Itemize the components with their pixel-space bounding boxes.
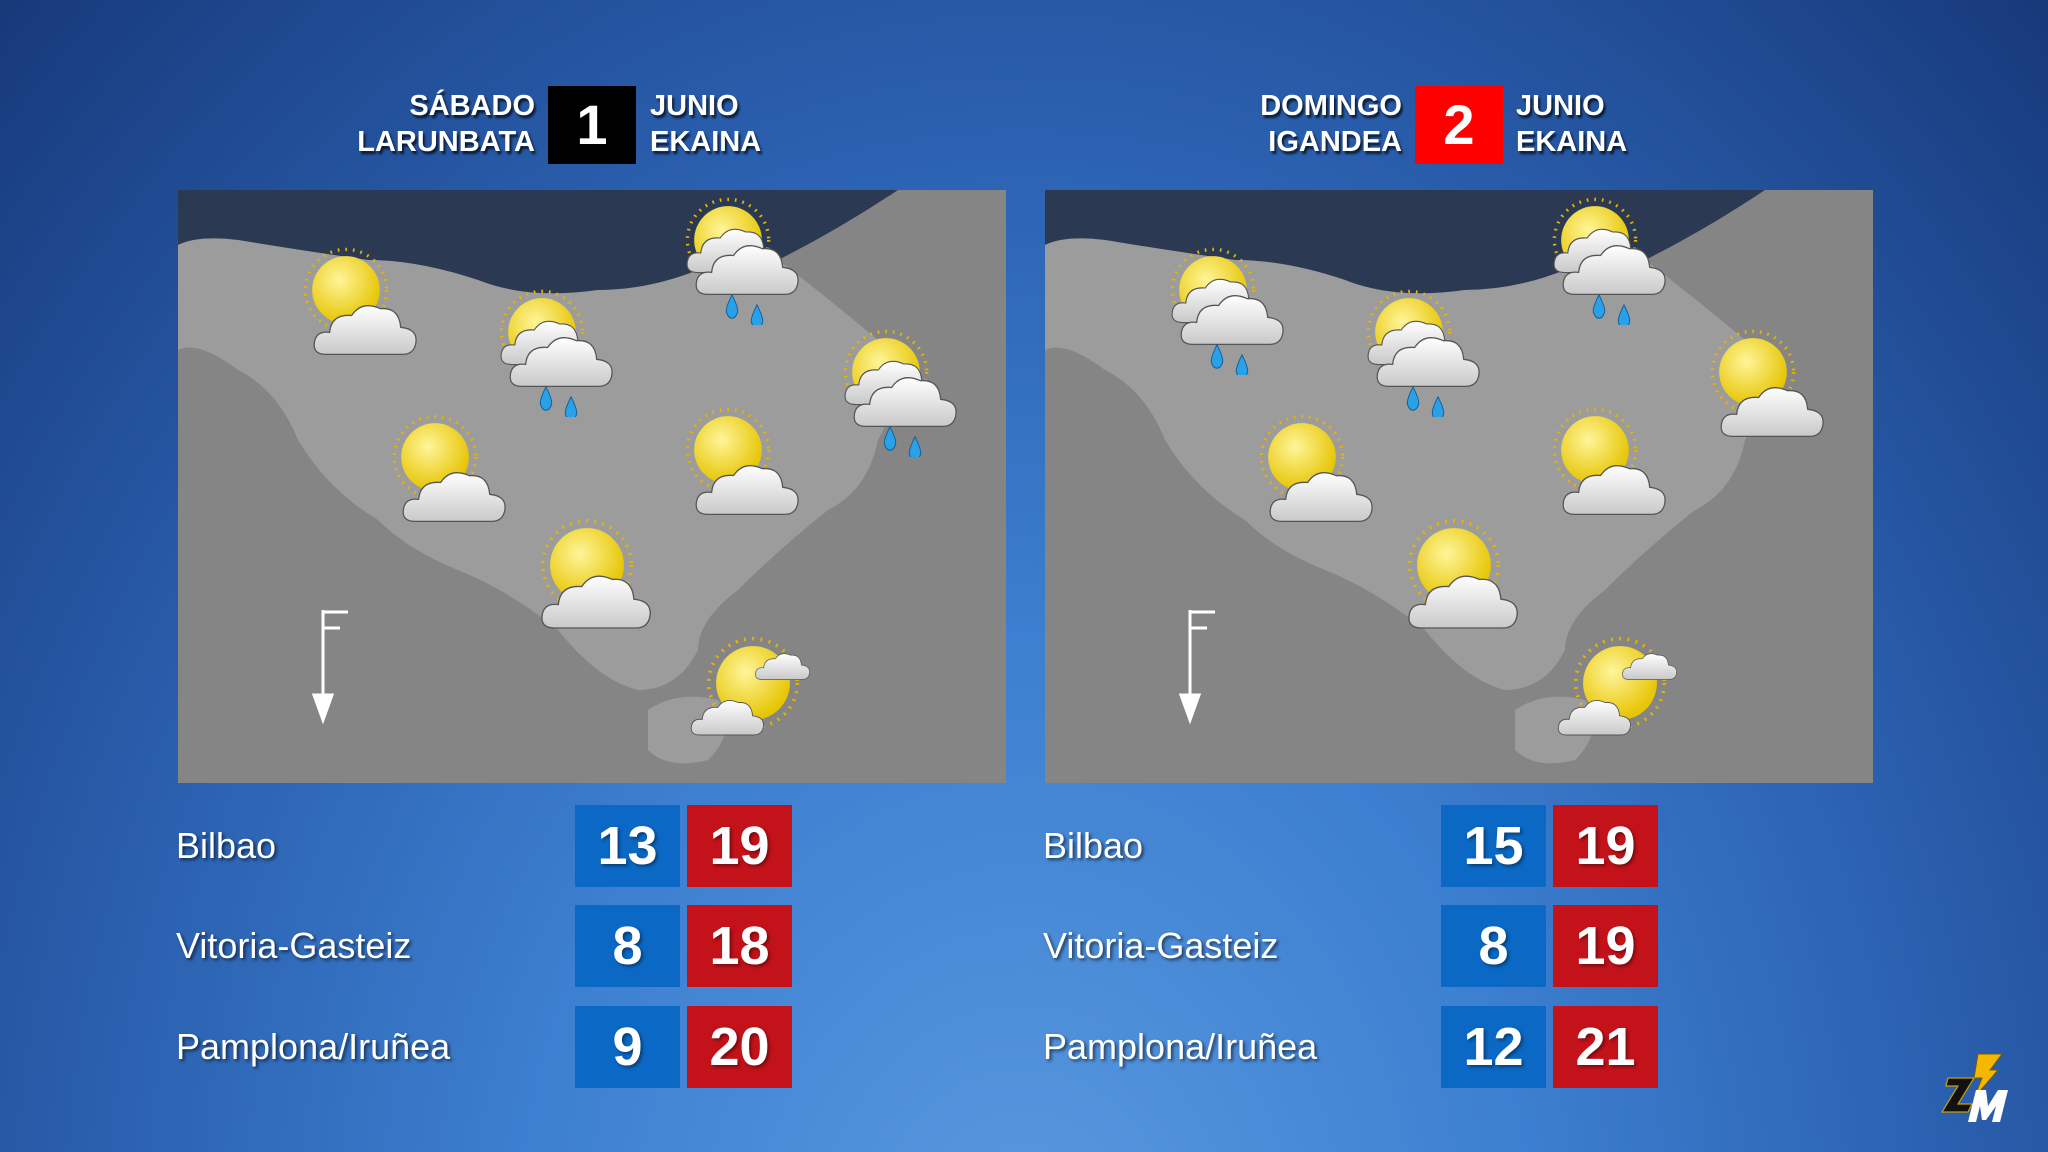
weather-icon-mostly-sunny [527,510,657,640]
city-name: Vitoria-Gasteiz [176,925,412,966]
city-name: Bilbao [1043,825,1144,866]
rain-icon [1170,247,1284,379]
weather-icon-sunny-few-clouds [683,623,813,753]
day1-month: JUNIO EKAINA [650,88,850,160]
day2-month: JUNIO EKAINA [1516,88,1716,160]
sunny-icon [1557,636,1677,736]
day1-date-box: 1 [548,86,636,164]
weather-icon-partly-cloudy [673,405,803,535]
weather-icon-cloudy-rain [1354,287,1484,421]
rain-icon [685,197,799,329]
max-temp: 21 [1553,1006,1658,1088]
weather-icon-cloudy-rain [487,287,617,421]
day2-map [1045,190,1873,783]
day2-date-box: 2 [1415,86,1503,164]
city-name: Pamplona/Iruñea [176,1026,451,1067]
north-arrow-icon [311,610,348,725]
weather-icon-partly-cloudy [380,412,510,542]
partly-cloudy-icon [303,247,417,356]
max-temp: 19 [687,805,792,887]
weather-icon-partly-cloudy [291,245,421,375]
weather-icon-partly-cloudy [1540,405,1670,535]
day2-month-eu: EKAINA [1516,126,1628,158]
day1-month-es: JUNIO [650,90,739,122]
min-temp: 8 [575,905,680,987]
day2-names: DOMINGO IGANDEA [1190,88,1402,160]
city-name: Pamplona/Iruñea [1043,1026,1318,1067]
mostly-sunny-icon [1407,518,1518,629]
max-temp: 19 [1553,905,1658,987]
partly-cloudy-icon [1710,329,1824,438]
weather-icon-cloudy-rain [1540,195,1670,329]
day1-map [178,190,1006,783]
city-name: Vitoria-Gasteiz [1043,925,1279,966]
mostly-sunny-icon [540,518,651,629]
sea [1045,190,1873,294]
partly-cloudy-icon [392,414,506,523]
day1-month-eu: EKAINA [650,126,762,158]
weather-icon-partly-cloudy [1247,412,1377,542]
city-name: Bilbao [176,825,277,866]
min-temp: 15 [1441,805,1546,887]
weather-icon-sunny-few-clouds [1550,623,1680,753]
min-temp: 12 [1441,1006,1546,1088]
min-temp: 13 [575,805,680,887]
day2-name-es: DOMINGO [1260,90,1402,122]
partly-cloudy-icon [1552,407,1666,516]
partly-cloudy-icon [1259,414,1373,523]
min-temp: 8 [1441,905,1546,987]
day2-month-es: JUNIO [1516,90,1605,122]
day1-names: SÁBADO LARUNBATA [340,88,535,160]
weather-icon-partly-cloudy [1698,327,1828,457]
min-temp: 9 [575,1006,680,1088]
north-arrow-icon [1178,610,1215,725]
weather-icon-cloudy-rain [673,195,803,329]
weather-icon-cloudy-rain [1158,245,1288,379]
sea [178,190,1006,294]
day1-name-es: SÁBADO [409,90,535,122]
day2-name-eu: IGANDEA [1268,126,1402,158]
max-temp: 18 [687,905,792,987]
weather-icon-cloudy-rain [831,327,961,461]
rain-icon [1366,289,1480,421]
day1-name-eu: LARUNBATA [357,126,535,158]
rain-icon [1552,197,1666,329]
sunny-icon [690,636,810,736]
max-temp: 19 [1553,805,1658,887]
max-temp: 20 [687,1006,792,1088]
partly-cloudy-icon [685,407,799,516]
weather-icon-mostly-sunny [1394,510,1524,640]
zm-logo [1940,1048,2020,1132]
rain-icon [499,289,613,421]
rain-icon [843,329,957,461]
